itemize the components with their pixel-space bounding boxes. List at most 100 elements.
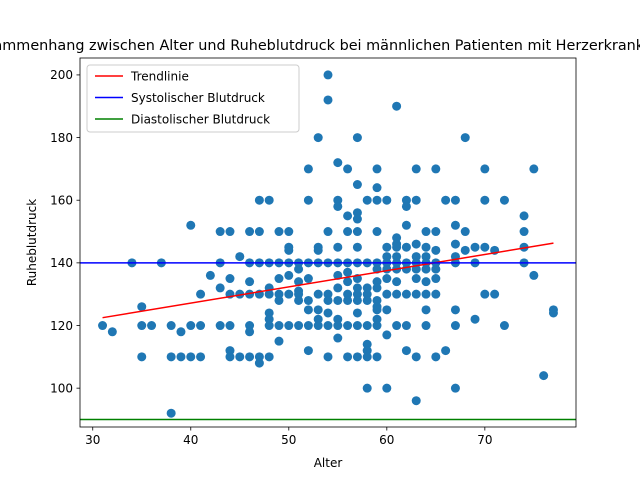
data-point <box>421 264 431 274</box>
data-point <box>401 346 411 356</box>
data-point <box>313 133 323 143</box>
data-point <box>539 371 549 381</box>
data-point <box>323 227 333 237</box>
y-tick-label: 200 <box>50 68 73 82</box>
data-point <box>313 305 323 315</box>
legend: Trendlinie Systolischer Blutdruck Diastoli… <box>86 64 300 133</box>
data-point <box>313 321 323 331</box>
data-point <box>225 227 235 237</box>
data-point <box>372 321 382 331</box>
data-point <box>411 239 421 249</box>
data-point <box>196 352 206 362</box>
data-point <box>225 346 235 356</box>
data-point <box>323 352 333 362</box>
data-point <box>323 295 333 305</box>
data-point <box>411 352 421 362</box>
data-point <box>372 227 382 237</box>
data-point <box>431 164 441 174</box>
data-point <box>480 195 490 205</box>
x-axis-ticks: 30 40 50 60 70 <box>85 427 492 447</box>
data-point <box>362 295 372 305</box>
data-point <box>254 358 264 368</box>
data-point <box>352 295 362 305</box>
data-point <box>460 133 470 143</box>
plot-area <box>80 70 576 421</box>
x-tick-label: 40 <box>183 433 198 447</box>
data-point <box>372 277 382 287</box>
data-point <box>352 352 362 362</box>
x-tick-label: 30 <box>85 433 100 447</box>
data-point <box>303 164 313 174</box>
data-point <box>431 264 441 274</box>
data-point <box>382 274 392 284</box>
data-point <box>343 277 353 287</box>
y-tick-label: 120 <box>50 319 73 333</box>
data-point <box>352 227 362 237</box>
data-point <box>362 321 372 331</box>
data-point <box>529 270 539 280</box>
data-point <box>323 308 333 318</box>
data-point <box>421 305 431 315</box>
x-axis-label: Alter <box>314 456 343 470</box>
data-point <box>186 321 196 331</box>
data-point <box>372 295 382 305</box>
data-point <box>392 289 402 299</box>
chart-title: Zusammenhang zwischen Alter und Ruheblut… <box>0 38 640 54</box>
data-point <box>294 321 304 331</box>
y-axis-label: Ruheblutdruck <box>25 199 39 286</box>
data-point <box>441 346 451 356</box>
data-point <box>352 208 362 218</box>
data-point <box>343 164 353 174</box>
data-point <box>137 352 147 362</box>
data-point <box>235 252 245 262</box>
data-point <box>499 195 509 205</box>
data-point <box>421 252 431 262</box>
legend-box <box>86 64 300 133</box>
data-point <box>372 352 382 362</box>
data-point <box>450 220 460 230</box>
data-point <box>450 383 460 393</box>
x-tick-label: 70 <box>477 433 492 447</box>
data-point <box>264 195 274 205</box>
data-point <box>411 396 421 406</box>
data-point <box>333 201 343 211</box>
data-point <box>382 264 392 274</box>
data-point <box>421 227 431 237</box>
data-point <box>235 289 245 299</box>
data-point <box>411 164 421 174</box>
data-point <box>392 321 402 331</box>
data-point <box>352 180 362 190</box>
data-point <box>254 227 264 237</box>
data-point <box>303 295 313 305</box>
data-point <box>480 242 490 252</box>
data-point <box>392 233 402 243</box>
data-point <box>362 346 372 356</box>
data-point <box>392 101 402 111</box>
data-point <box>245 352 255 362</box>
data-point <box>392 277 402 287</box>
data-point <box>333 295 343 305</box>
data-point <box>245 327 255 337</box>
data-point <box>323 289 333 299</box>
data-point <box>205 270 215 280</box>
y-tick-label: 100 <box>50 381 73 395</box>
data-point <box>411 195 421 205</box>
data-point <box>343 227 353 237</box>
data-point <box>274 227 284 237</box>
data-point <box>274 274 284 284</box>
data-point <box>245 277 255 287</box>
data-point <box>411 274 421 284</box>
data-point <box>480 289 490 299</box>
data-point <box>137 302 147 312</box>
axes-frame <box>79 57 577 428</box>
data-point <box>431 274 441 284</box>
x-tick-label: 60 <box>379 433 394 447</box>
data-point <box>382 195 392 205</box>
data-point <box>372 164 382 174</box>
data-point <box>431 352 441 362</box>
data-point <box>401 195 411 205</box>
data-point <box>352 308 362 318</box>
data-point <box>176 327 186 337</box>
data-point <box>529 164 539 174</box>
